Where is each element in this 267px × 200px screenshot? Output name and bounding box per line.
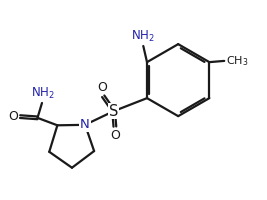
Text: NH$_2$: NH$_2$	[30, 86, 54, 101]
Text: S: S	[109, 104, 118, 119]
Text: NH$_2$: NH$_2$	[131, 29, 155, 44]
Text: O: O	[110, 129, 120, 142]
Text: N: N	[80, 118, 90, 131]
Text: CH$_3$: CH$_3$	[226, 54, 248, 68]
Text: O: O	[8, 110, 18, 123]
Text: O: O	[97, 81, 107, 94]
